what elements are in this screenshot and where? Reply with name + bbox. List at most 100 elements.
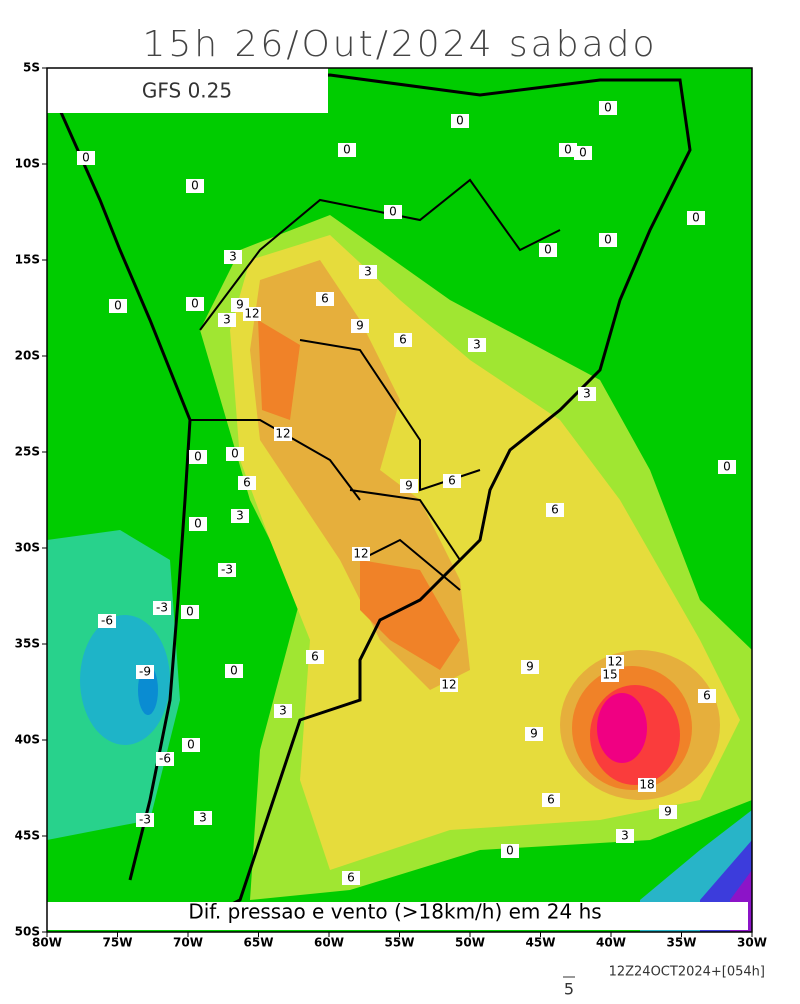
contour-label-bg (243, 307, 261, 321)
vector-scale: 5 (564, 980, 574, 999)
lat-label: 40S (15, 733, 40, 747)
contour-label-bg (521, 660, 539, 674)
lat-label: 15S (15, 253, 40, 267)
contour-label-bg (194, 811, 212, 825)
contour-label-bg (189, 517, 207, 531)
contour-label: 0 (191, 297, 199, 311)
contour-label: 9 (664, 805, 672, 819)
lon-label: 75W (103, 936, 133, 950)
contour-label-bg (501, 844, 519, 858)
contour-label-bg (98, 614, 116, 628)
contour-label: 6 (399, 333, 407, 347)
contour-label: 9 (526, 660, 534, 674)
contour-label-bg (574, 146, 592, 160)
lat-label: 50S (15, 925, 40, 939)
lat-label: 35S (15, 637, 40, 651)
contour-label-bg (153, 601, 171, 615)
contour-label: 0 (114, 299, 122, 313)
contour-label-bg (394, 333, 412, 347)
contour-label-bg (136, 665, 154, 679)
contour-label: 0 (579, 146, 587, 160)
contour-label: 3 (279, 704, 287, 718)
contour-label-bg (225, 664, 243, 678)
contour-label: 12 (244, 307, 259, 321)
contour-label: 6 (347, 871, 355, 885)
contour-label: 0 (194, 450, 202, 464)
contour-label: 6 (551, 503, 559, 517)
lon-label: 40W (596, 936, 626, 950)
contour-label-bg (186, 179, 204, 193)
contour-label: 3 (199, 811, 207, 825)
lon-label: 65W (244, 936, 274, 950)
contour-label: -3 (156, 601, 168, 615)
contour-label-bg (384, 205, 402, 219)
contour-label-bg (182, 738, 200, 752)
contour-label: 6 (321, 292, 329, 306)
contour-label: 6 (547, 793, 555, 807)
contour-label: 0 (230, 664, 238, 678)
contour-label-bg (718, 460, 736, 474)
contour-label: 9 (405, 479, 413, 493)
contour-label-bg (606, 655, 624, 669)
contour-label: 3 (583, 387, 591, 401)
contour-label-bg (226, 447, 244, 461)
contour-label: 3 (223, 313, 231, 327)
contour-label-bg (186, 297, 204, 311)
contour-label-bg (659, 805, 677, 819)
contour-label-bg (274, 704, 292, 718)
contour-label: 12 (353, 547, 368, 561)
contour-label-bg (601, 668, 619, 682)
lat-label: 30S (15, 541, 40, 555)
contour-label: -3 (221, 563, 233, 577)
contour-label: 6 (243, 476, 251, 490)
lat-label: 20S (15, 349, 40, 363)
contour-label-bg (638, 778, 656, 792)
contour-label: 3 (364, 265, 372, 279)
contour-label-bg (238, 476, 256, 490)
contour-label-bg (451, 114, 469, 128)
contour-label: 0 (186, 605, 194, 619)
contour-label-bg (539, 243, 557, 257)
contour-label: 0 (82, 151, 90, 165)
contour-label-bg (468, 338, 486, 352)
contour-label-bg (156, 752, 174, 766)
contour-label: 18 (639, 778, 654, 792)
title: 15h 26/Out/2024 sabado (142, 24, 657, 65)
lon-label: 30W (737, 936, 767, 950)
model-label: GFS 0.25 (142, 79, 232, 103)
contour-label: -3 (139, 813, 151, 827)
contour-label: 0 (604, 101, 612, 115)
contour-label: 0 (564, 143, 572, 157)
lon-label: 55W (385, 936, 415, 950)
contour-label: 3 (236, 509, 244, 523)
lat-label: 45S (15, 829, 40, 843)
contour-label-bg (559, 143, 577, 157)
contour-label: 0 (194, 517, 202, 531)
contour-label-bg (316, 292, 334, 306)
contour-label-bg (687, 211, 705, 225)
contour-label-bg (109, 299, 127, 313)
contour-label: -6 (101, 614, 113, 628)
contour-label: 3 (621, 829, 629, 843)
contour-label: 12 (607, 655, 622, 669)
contour-label-bg (599, 101, 617, 115)
contour-label: 0 (389, 205, 397, 219)
contour-label-bg (181, 605, 199, 619)
lat-label: 5S (23, 61, 40, 75)
contour-label: 0 (191, 179, 199, 193)
contour-label-bg (440, 678, 458, 692)
contour-label-bg (525, 727, 543, 741)
contour-label: 0 (506, 844, 514, 858)
contour-label-bg (306, 650, 324, 664)
contour-label-bg (546, 503, 564, 517)
contour-label: 9 (356, 319, 364, 333)
contour-label: 0 (604, 233, 612, 247)
contour-label-bg (351, 319, 369, 333)
contour-label-bg (400, 479, 418, 493)
contour-label: 0 (187, 738, 195, 752)
contour-label: 15 (602, 668, 617, 682)
contour-label: 0 (723, 460, 731, 474)
contour-label-bg (136, 813, 154, 827)
contour-label-bg (698, 689, 716, 703)
